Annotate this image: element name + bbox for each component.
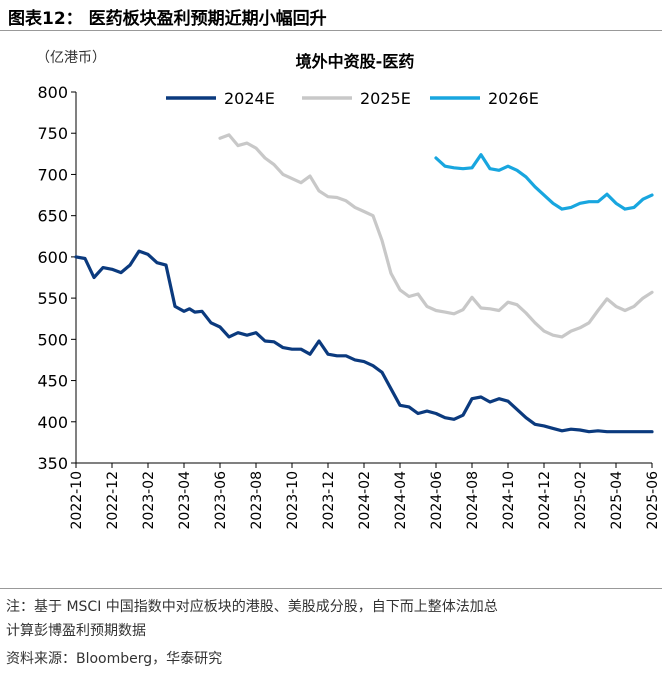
- series-line-2024E: [74, 249, 654, 434]
- plot-area: 350 400 450 500 550 600 650 700 750 800 2022-10 202…: [37, 83, 661, 530]
- x-tick-label: 2023-02: [141, 471, 157, 530]
- x-tick-label: 2024-08: [465, 471, 481, 530]
- footnote-line-1: 注：基于 MSCI 中国指数中对应板块的港股、美股成分股，自下而上整体法加总: [6, 599, 498, 615]
- source-note: 资料来源：Bloomberg，华泰研究: [6, 651, 223, 667]
- footnote-line-2: 计算彭博盈利预期数据: [6, 623, 146, 639]
- x-tick-label: 2023-08: [249, 471, 265, 530]
- y-tick-label: 600: [37, 248, 68, 267]
- y-tick-label: 700: [37, 165, 68, 184]
- x-tick-label: 2025-06: [645, 471, 661, 530]
- x-tick-label: 2024-12: [537, 471, 553, 530]
- notes-divider: [0, 588, 662, 589]
- chart-title: 境外中资股-医药: [296, 52, 415, 71]
- x-tick-label: 2023-04: [177, 471, 193, 530]
- line-chart: 350 400 450 500 550 600 650 700 750 800 2022-10 202…: [36, 50, 661, 530]
- y-tick-label: 550: [37, 289, 68, 308]
- y-tick-label: 400: [37, 413, 68, 432]
- x-tick-label: 2023-10: [285, 471, 301, 530]
- y-tick-label: 650: [37, 207, 68, 226]
- series-line-2025E: [218, 133, 654, 339]
- legend: 2024E 2025E 2026E: [166, 89, 539, 108]
- title-divider: [0, 30, 662, 31]
- x-tick-label: 2024-06: [429, 471, 445, 530]
- x-tick-label: 2022-12: [105, 471, 121, 530]
- figure-title: 图表12： 医药板块盈利预期近期小幅回升: [8, 9, 327, 29]
- y-tick-label: 750: [37, 124, 68, 143]
- x-tick-label: 2024-10: [501, 471, 517, 530]
- legend-label-2025E: 2025E: [360, 89, 411, 108]
- x-tick-label: 2023-12: [321, 471, 337, 530]
- y-tick-label: 350: [37, 454, 68, 473]
- x-tick-label: 2025-02: [573, 471, 589, 530]
- y-tick-label: 500: [37, 330, 68, 349]
- x-tick-label: 2024-02: [357, 471, 373, 530]
- x-tick-label: 2022-10: [69, 471, 85, 530]
- y-tick-label: 800: [37, 83, 68, 102]
- legend-label-2024E: 2024E: [224, 89, 275, 108]
- x-tick-label: 2025-04: [609, 471, 625, 530]
- series-line-2026E: [434, 153, 654, 211]
- y-unit-label: （亿港币）: [36, 50, 106, 66]
- x-tick-label: 2024-04: [393, 471, 409, 530]
- legend-label-2026E: 2026E: [488, 89, 539, 108]
- y-tick-label: 450: [37, 372, 68, 391]
- x-tick-label: 2023-06: [213, 471, 229, 530]
